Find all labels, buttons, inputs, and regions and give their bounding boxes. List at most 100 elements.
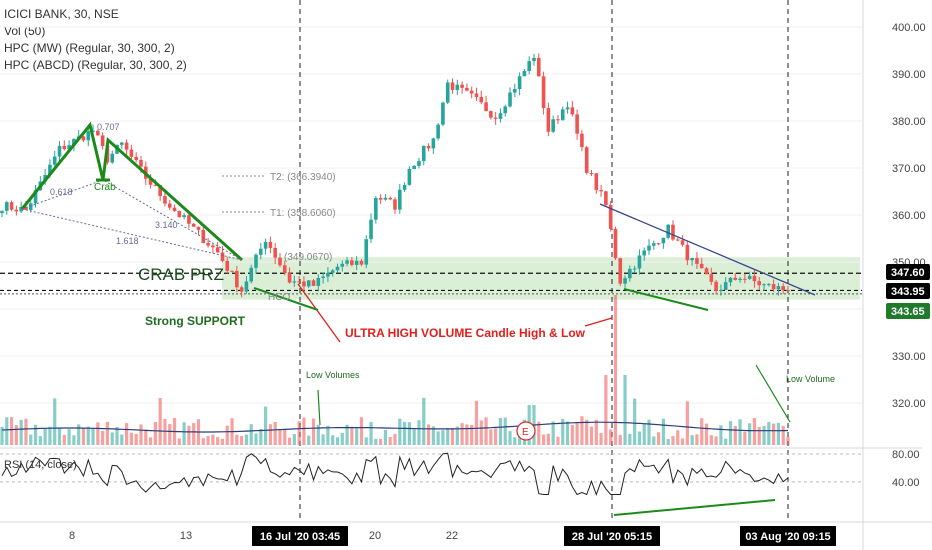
candle-body bbox=[81, 136, 86, 141]
candle-body bbox=[33, 190, 38, 204]
volume-bar bbox=[513, 437, 517, 445]
volume-bar bbox=[398, 418, 402, 445]
volume-bar bbox=[623, 375, 627, 445]
candle-body bbox=[474, 93, 479, 98]
time-marker-badge bbox=[564, 526, 660, 546]
candle-body bbox=[177, 211, 182, 218]
t1-label: T1: (358.6060) bbox=[270, 208, 336, 219]
volume-bar bbox=[426, 424, 431, 445]
price-tag bbox=[886, 283, 930, 299]
candle-body bbox=[551, 119, 555, 132]
chart-legend: ICICI BANK, 30, NSE Vol (50) HPC (MW) (R… bbox=[4, 6, 187, 74]
candle-body bbox=[498, 113, 503, 119]
volume-bar bbox=[268, 424, 272, 445]
volume-bar bbox=[465, 424, 469, 445]
volume-bar bbox=[120, 434, 124, 445]
volume-bar bbox=[743, 431, 747, 445]
candle-body bbox=[340, 263, 345, 267]
candle-body bbox=[129, 149, 134, 157]
volume-bar bbox=[53, 398, 57, 445]
candle-body bbox=[273, 247, 277, 258]
candle-body bbox=[522, 70, 527, 77]
candle-body bbox=[685, 244, 690, 261]
volume-bar bbox=[767, 421, 771, 445]
volume-bar bbox=[450, 428, 455, 445]
candle-body bbox=[675, 239, 680, 241]
volume-bar bbox=[379, 438, 383, 445]
candle-body bbox=[580, 133, 584, 148]
volume-bar bbox=[700, 418, 704, 445]
price-tick-label: 370.00 bbox=[892, 163, 926, 175]
volume-bar bbox=[460, 423, 464, 445]
candle-body bbox=[100, 135, 105, 147]
crab-ratio-line bbox=[21, 179, 243, 261]
candle-body bbox=[445, 82, 450, 103]
volume-bar bbox=[244, 434, 249, 445]
volume-bar bbox=[14, 425, 18, 445]
time-marker-badge bbox=[252, 526, 348, 546]
ultra-high-volume-label: ULTRA HIGH VOLUME Candle High & Low bbox=[345, 326, 586, 340]
candle-body bbox=[752, 275, 757, 282]
volume-bar bbox=[685, 401, 689, 445]
candle-body bbox=[282, 265, 287, 274]
volume-bar bbox=[345, 424, 349, 445]
volume-bar bbox=[695, 434, 699, 445]
candle-body bbox=[455, 84, 460, 90]
candle-body bbox=[527, 61, 531, 71]
candle-body bbox=[762, 284, 766, 286]
volume-bar bbox=[216, 437, 220, 445]
candle-body bbox=[412, 165, 416, 169]
volume-bar bbox=[752, 417, 757, 445]
volume-bar bbox=[96, 422, 100, 445]
candle-body bbox=[489, 111, 493, 118]
candle-body bbox=[781, 286, 786, 291]
candle-body bbox=[460, 84, 464, 88]
candle-body bbox=[206, 243, 210, 246]
volume-bar bbox=[757, 426, 761, 445]
volume-bar bbox=[599, 433, 603, 445]
time-marker-badge-label: 16 Jul '20 03:45 bbox=[260, 531, 340, 543]
volume-bar bbox=[637, 431, 642, 445]
volume-bar bbox=[86, 426, 90, 445]
candle-body bbox=[225, 260, 230, 271]
candle-body bbox=[431, 138, 436, 149]
candle-body bbox=[4, 202, 9, 211]
candle-body bbox=[541, 76, 546, 109]
candle-body bbox=[326, 272, 330, 277]
candle-body bbox=[532, 57, 536, 62]
volume-bar bbox=[48, 426, 52, 445]
candle-body bbox=[738, 278, 742, 280]
volume-bar bbox=[187, 425, 191, 445]
candle-body bbox=[661, 237, 666, 244]
volume-bar bbox=[359, 417, 364, 445]
volume-bar bbox=[393, 433, 397, 445]
candle-body bbox=[292, 281, 297, 283]
volume-bar bbox=[29, 434, 33, 445]
candle-body bbox=[493, 117, 498, 119]
candle-body bbox=[268, 241, 273, 248]
volume-bar bbox=[139, 424, 143, 445]
crab-label: Crab bbox=[94, 182, 116, 193]
candle-body bbox=[719, 289, 723, 292]
volume-bar bbox=[719, 425, 723, 445]
rsi-line bbox=[1, 452, 789, 496]
candle-body bbox=[426, 145, 431, 149]
volume-bar bbox=[570, 425, 574, 445]
volume-bar bbox=[369, 422, 373, 445]
candle-body bbox=[28, 203, 33, 210]
time-tick-label: 8 bbox=[69, 530, 75, 542]
volume-bar bbox=[474, 400, 479, 445]
price-tick-label: 390.00 bbox=[892, 69, 926, 81]
fib-ratio-label: 3.140 bbox=[155, 220, 178, 230]
candle-body bbox=[647, 245, 651, 251]
candle-body bbox=[656, 243, 661, 245]
candle-body bbox=[704, 268, 709, 275]
volume-bar bbox=[618, 434, 622, 445]
candle-body bbox=[52, 156, 57, 165]
candle-body bbox=[421, 145, 426, 162]
candle-body bbox=[407, 168, 412, 185]
candle-body bbox=[335, 266, 340, 271]
volume-bar bbox=[206, 436, 210, 445]
candle-body bbox=[369, 219, 373, 240]
